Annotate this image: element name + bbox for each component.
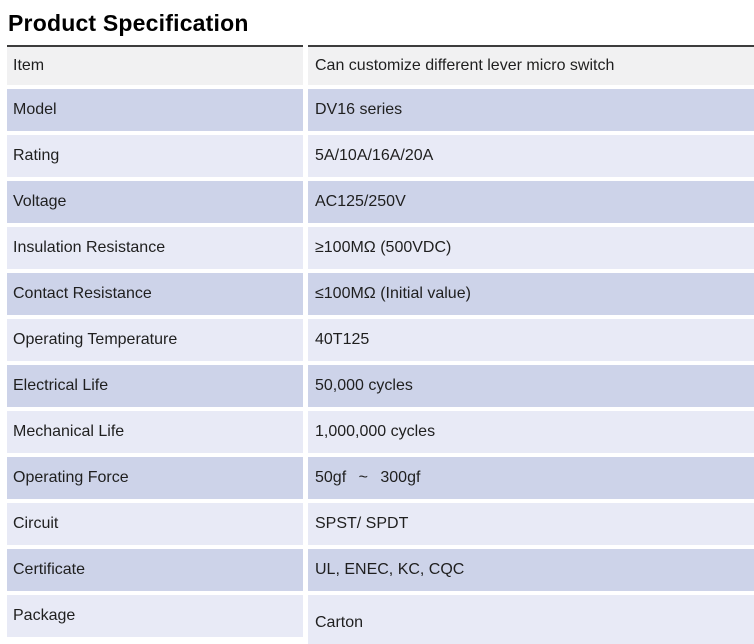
spec-label-item: Item xyxy=(7,45,303,85)
spec-label-voltage: Voltage xyxy=(7,181,303,223)
spec-label-rating: Rating xyxy=(7,135,303,177)
spec-value-certificate: UL, ENEC, KC, CQC xyxy=(308,549,754,591)
spec-value-rating: 5A/10A/16A/20A xyxy=(308,135,754,177)
spec-label-certificate: Certificate xyxy=(7,549,303,591)
spec-value-electrical-life: 50,000 cycles xyxy=(308,365,754,407)
spec-value-circuit: SPST/ SPDT xyxy=(308,503,754,545)
page-title: Product Specification xyxy=(8,10,249,36)
spec-value-operating-force: 50gf ~ 300gf xyxy=(308,457,754,499)
spec-value-item: Can customize different lever micro swit… xyxy=(308,45,754,85)
spec-value-package: Carton xyxy=(308,595,754,644)
spec-value-model: DV16 series xyxy=(308,89,754,131)
spec-value-mechanical-life: 1,000,000 cycles xyxy=(308,411,754,453)
spec-table: Item Can customize different lever micro… xyxy=(7,45,754,644)
spec-value-voltage: AC125/250V xyxy=(308,181,754,223)
spec-value-insulation-resistance: ≥100MΩ (500VDC) xyxy=(308,227,754,269)
spec-label-package: Package xyxy=(7,595,303,637)
spec-value-contact-resistance: ≤100MΩ (Initial value) xyxy=(308,273,754,315)
spec-label-operating-temperature: Operating Temperature xyxy=(7,319,303,361)
spec-label-contact-resistance: Contact Resistance xyxy=(7,273,303,315)
spec-value-operating-temperature: 40T125 xyxy=(308,319,754,361)
spec-label-model: Model xyxy=(7,89,303,131)
spec-label-electrical-life: Electrical Life xyxy=(7,365,303,407)
spec-label-insulation-resistance: Insulation Resistance xyxy=(7,227,303,269)
spec-label-circuit: Circuit xyxy=(7,503,303,545)
spec-label-operating-force: Operating Force xyxy=(7,457,303,499)
spec-label-mechanical-life: Mechanical Life xyxy=(7,411,303,453)
